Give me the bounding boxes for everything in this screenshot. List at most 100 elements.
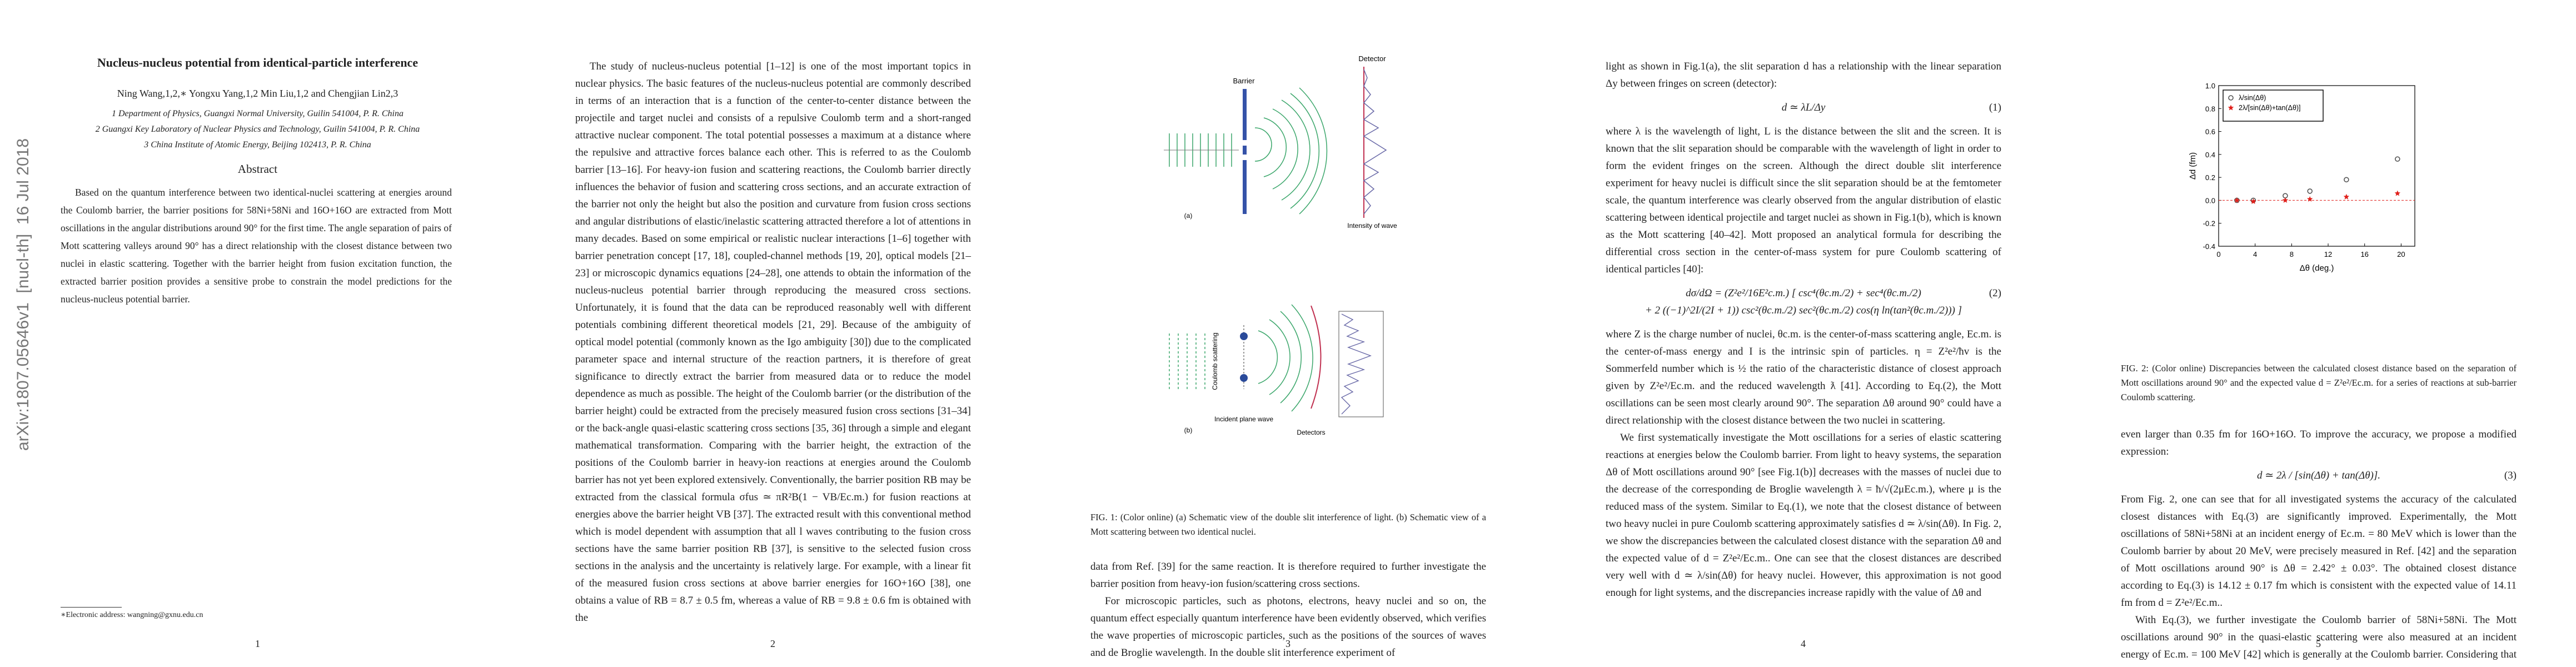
paragraph: From Fig. 2, one can see that for all in…	[2121, 494, 2517, 609]
plane-waves	[1164, 133, 1239, 167]
equation-number: (1)	[1989, 102, 2001, 113]
abstract: Based on the quantum interference betwee…	[61, 187, 452, 305]
affiliation: 3 China Institute of Atomic Energy, Beij…	[144, 140, 371, 150]
equation: dσ/dΩ = (Z²e²/16E²c.m.) [ csc⁴(θc.m./2) …	[1606, 285, 2001, 319]
text-column: even larger than 0.35 fm for 16O+16O. To…	[2121, 426, 2517, 667]
legend-box	[2223, 89, 2324, 122]
page-number: 4	[1801, 638, 1806, 649]
figure-1: Barrier Detector Intensity of wave (a) C…	[1164, 54, 1397, 436]
page: -0.4 -0.2 0.0 0.2 0.4 0.6 0.8 1.0 0 4 8 12 16 20 Δθ (d…	[2061, 0, 2576, 667]
x-tick-label: 8	[2290, 250, 2294, 258]
star-marker	[2306, 196, 2313, 202]
affiliation: 1 Department of Physics, Guangxi Normal …	[111, 109, 403, 118]
x-tick-label: 0	[2216, 250, 2220, 258]
equation: d ≃ 2λ / [sin(Δθ) + tan(Δθ)]. (3)	[2121, 467, 2517, 484]
star-marker	[2394, 190, 2401, 196]
paragraph: With Eq.(3), we further investigate the …	[2121, 614, 2517, 667]
label: Detector	[1358, 54, 1386, 63]
text-column: light as shown in Fig.1(a), the slit sep…	[1606, 58, 2001, 601]
y-tick-label: -0.2	[2203, 220, 2215, 228]
paragraph: For microscopic particles, such as photo…	[1090, 595, 1486, 659]
star-marker	[2234, 197, 2240, 203]
label: Incident plane wave	[1214, 415, 1273, 423]
barrier	[1243, 89, 1247, 140]
page-number: 5	[2316, 638, 2321, 649]
paragraph: where Z is the charge number of nuclei, …	[1606, 328, 2001, 426]
star-marker	[2282, 197, 2289, 203]
mott-oscillation	[1341, 313, 1372, 415]
label: Barrier	[1233, 77, 1255, 85]
text-column: The study of nucleus-nucleus potential […	[575, 58, 971, 626]
y-tick-label: -0.4	[2203, 242, 2215, 251]
panel-label: (b)	[1184, 426, 1193, 434]
figure-caption: FIG. 1: (Color online) (a) Schematic vie…	[1090, 512, 1486, 537]
circle-marker	[2228, 95, 2234, 101]
abstract-heading: Abstract	[237, 162, 278, 176]
nucleus	[1240, 374, 1248, 382]
circle-marker	[2344, 177, 2349, 183]
y-axis-label: Δd (fm)	[2188, 152, 2198, 180]
x-axis-label: Δθ (deg.)	[2300, 263, 2334, 273]
incident-waves	[1169, 334, 1205, 389]
paragraph: We first systematically investigate the …	[1606, 432, 2001, 599]
plot-frame	[2218, 85, 2415, 247]
barrier	[1243, 146, 1247, 155]
page: Barrier Detector Intensity of wave (a) C…	[1030, 0, 1546, 667]
paragraph: where λ is the wavelength of light, L is…	[1606, 126, 2001, 275]
equation: d ≃ λL/Δy (1)	[1606, 99, 2001, 116]
equation-line: dσ/dΩ = (Z²e²/16E²c.m.) [ csc⁴(θc.m./2) …	[1686, 287, 1921, 299]
detector-arc	[1311, 305, 1322, 409]
intensity-curve	[1363, 69, 1387, 215]
affiliation: 2 Guangxi Key Laboratory of Nuclear Phys…	[95, 125, 420, 134]
scattered-waves	[1258, 304, 1313, 412]
y-tick-label: 0.0	[2205, 196, 2215, 205]
y-tick-label: 0.4	[2205, 151, 2215, 159]
text-column: data from Ref. [39] for the same reactio…	[1090, 558, 1486, 661]
equation-line: d ≃ 2λ / [sin(Δθ) + tan(Δθ)].	[2256, 470, 2381, 481]
paragraph: even larger than 0.35 fm for 16O+16O. To…	[2121, 429, 2517, 457]
barrier	[1243, 160, 1247, 214]
footnote: ∗Electronic address: wangning@gxnu.edu.c…	[61, 611, 203, 619]
y-tick-label: 0.2	[2205, 173, 2215, 182]
diffracted-waves	[1254, 87, 1328, 215]
x-tick-label: 20	[2397, 250, 2405, 258]
page-number: 2	[770, 638, 775, 649]
figure-caption: FIG. 2: (Color online) Discrepancies bet…	[2121, 363, 2517, 402]
footnote-rule	[61, 607, 122, 608]
circle-marker	[2395, 156, 2400, 162]
paragraph: The study of nucleus-nucleus potential […	[575, 61, 971, 624]
y-tick-label: 1.0	[2205, 82, 2215, 90]
authors: Ning Wang,1,2,∗ Yongxu Yang,1,2 Min Liu,…	[117, 88, 398, 99]
paper-title: Nucleus-nucleus potential from identical…	[97, 56, 418, 69]
x-tick-label: 16	[2360, 250, 2368, 258]
paragraph: light as shown in Fig.1(a), the slit sep…	[1606, 61, 2001, 89]
equation-line: + 2 ((−1)^2I/(2I + 1)) csc²(θc.m./2) sec…	[1645, 305, 1962, 316]
label: Detectors	[1297, 429, 1325, 436]
plot-box	[1338, 311, 1384, 417]
star-marker	[2343, 193, 2350, 200]
equation-line: d ≃ λL/Δy	[1781, 102, 1826, 113]
y-tick-label: 0.8	[2205, 104, 2215, 113]
circle-marker	[2307, 188, 2313, 194]
figure-2: -0.4 -0.2 0.0 0.2 0.4 0.6 0.8 1.0 0 4 8 12 16 20 Δθ (d…	[2188, 82, 2415, 273]
star-marker	[2250, 198, 2256, 204]
paragraph: data from Ref. [39] for the same reactio…	[1090, 561, 1486, 590]
page-number: 3	[1285, 638, 1291, 649]
panel-label: (a)	[1184, 212, 1193, 220]
page: Nucleus-nucleus potential from identical…	[0, 0, 515, 667]
page: light as shown in Fig.1(a), the slit sep…	[1546, 0, 2061, 667]
equation-number: (2)	[1989, 287, 2001, 299]
legend-label: 2λ/[sin(Δθ)+tan(Δθ)]	[2239, 104, 2301, 112]
label: Intensity of wave	[1347, 222, 1397, 230]
page: The study of nucleus-nucleus potential […	[515, 0, 1030, 667]
x-tick-label: 12	[2324, 250, 2332, 258]
nucleus	[1240, 332, 1248, 340]
label: Coulomb scattering	[1211, 332, 1219, 390]
equation-number: (3)	[2504, 470, 2517, 481]
legend-label: λ/sin(Δθ)	[2239, 94, 2266, 102]
star-marker	[2228, 104, 2234, 111]
y-tick-label: 0.6	[2205, 128, 2215, 136]
page-number: 1	[255, 638, 260, 649]
x-tick-label: 4	[2253, 250, 2257, 258]
